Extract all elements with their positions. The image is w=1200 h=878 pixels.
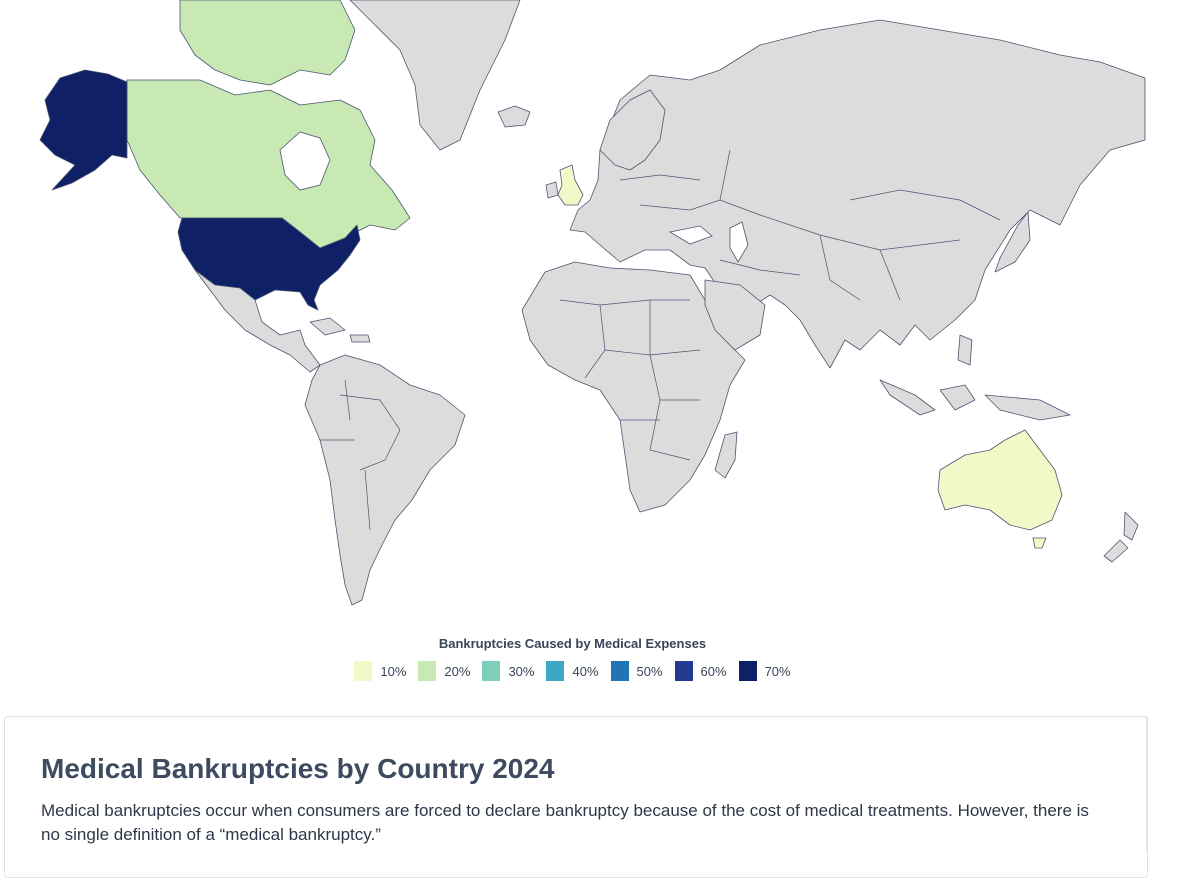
country-iceland[interactable]	[497, 105, 531, 128]
eurasia-borders	[619, 149, 1001, 301]
world-map[interactable]	[0, 0, 1200, 620]
country-ireland[interactable]	[545, 181, 559, 199]
country-new-zealand[interactable]	[1103, 511, 1139, 563]
legend-swatch	[354, 661, 373, 681]
legend-title: Bankruptcies Caused by Medical Expenses	[438, 636, 707, 651]
legend-item: 10%	[354, 661, 406, 681]
legend-items: 10% 20% 30% 40% 50% 60% 70%	[0, 661, 1145, 681]
article-text: Medical bankruptcies occur when consumer…	[41, 801, 1089, 844]
south-america-borders	[320, 379, 401, 531]
side-divider	[1146, 716, 1147, 851]
legend-label: 50%	[636, 663, 663, 679]
legend-item: 40%	[546, 661, 599, 681]
article-title: Medical Bankruptcies by Country 2024	[41, 753, 555, 784]
legend-item: 50%	[610, 661, 663, 681]
caribbean-islands[interactable]	[309, 317, 371, 343]
south-america[interactable]	[304, 354, 466, 606]
map-svg[interactable]	[0, 0, 1200, 620]
country-usa-alaska[interactable]	[39, 69, 128, 191]
legend-item: 70%	[738, 661, 791, 681]
legend-swatch	[482, 661, 501, 681]
legend-label: 20%	[444, 663, 471, 679]
legend-item: 60%	[674, 661, 727, 681]
country-greenland[interactable]	[349, 0, 521, 151]
black-sea	[668, 225, 713, 245]
southeast-asia-islands[interactable]	[879, 334, 1071, 421]
legend-label: 40%	[572, 663, 599, 679]
country-canada[interactable]	[126, 79, 411, 249]
africa[interactable]	[521, 261, 746, 513]
country-mexico[interactable]	[194, 269, 321, 373]
legend-swatch	[738, 661, 757, 681]
country-australia-tasmania[interactable]	[1032, 537, 1047, 549]
legend-swatch	[674, 661, 693, 681]
article-card: Medical Bankruptcies by Country 2024 Med…	[4, 716, 1148, 878]
country-uk[interactable]	[557, 164, 584, 206]
hudson-bay	[279, 131, 331, 191]
arabian-peninsula[interactable]	[704, 279, 766, 351]
map-legend: Bankruptcies Caused by Medical Expenses …	[0, 636, 1145, 681]
legend-label: 70%	[764, 663, 791, 679]
eurasia[interactable]	[569, 19, 1146, 369]
africa-borders	[559, 299, 701, 461]
legend-label: 30%	[508, 663, 535, 679]
country-australia[interactable]	[937, 429, 1063, 531]
legend-label: 60%	[700, 663, 727, 679]
legend-item: 20%	[418, 661, 470, 681]
country-madagascar[interactable]	[714, 431, 738, 479]
caspian-sea	[729, 221, 749, 263]
legend-swatch	[418, 661, 437, 681]
legend-swatch	[610, 661, 629, 681]
legend-item: 30%	[482, 661, 534, 681]
country-japan[interactable]	[994, 211, 1031, 273]
legend-label: 10%	[380, 663, 407, 679]
legend-swatch	[546, 661, 565, 681]
country-canada-islands[interactable]	[179, 0, 356, 86]
scandinavia[interactable]	[599, 89, 666, 171]
